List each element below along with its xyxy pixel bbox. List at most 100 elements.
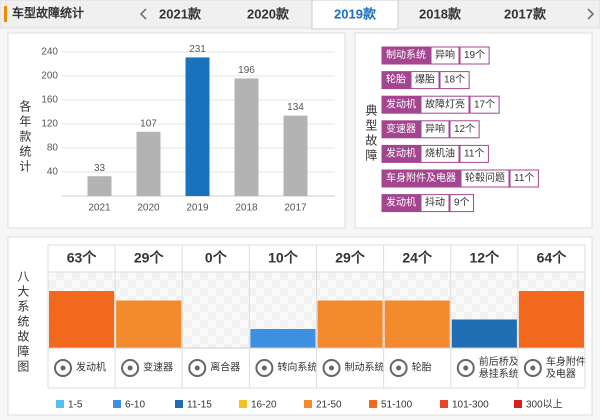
system-label: 八大系统故障图: [16, 270, 30, 375]
chart-bg: [368, 272, 376, 280]
chart-bg: [184, 320, 192, 328]
year-tab[interactable]: 2018款: [419, 6, 462, 21]
chart-bg: [144, 280, 152, 288]
chart-bg: [200, 272, 208, 280]
chart-bg: [208, 320, 216, 328]
next-arrow[interactable]: [587, 8, 595, 20]
chart-bg: [104, 272, 112, 280]
chart-bg: [48, 272, 56, 280]
chart-bg: [400, 296, 408, 304]
chart-bg: [352, 272, 360, 280]
chart-bg: [208, 344, 216, 348]
chart-bg: [472, 312, 480, 320]
year-tab[interactable]: 2021款: [159, 6, 202, 21]
chart-bg: [160, 272, 168, 280]
chart-bg: [536, 272, 544, 280]
chart-bg: [208, 312, 216, 320]
chart-bg: [216, 288, 224, 296]
chart-bg: [240, 304, 248, 312]
fault-system: 轮胎: [386, 73, 406, 86]
chart-bg: [192, 320, 200, 328]
chart-bg: [192, 280, 200, 288]
value-label: 29个: [134, 250, 165, 266]
bar: [250, 329, 316, 348]
chart-bg: [152, 272, 160, 280]
fault-label: 典型故障: [364, 104, 378, 164]
chart-bg: [504, 296, 512, 304]
chart-bg: [208, 336, 216, 344]
chart-bg: [240, 320, 248, 328]
chart-bg: [192, 344, 200, 348]
chart-bg: [272, 320, 280, 328]
chart-bg: [424, 280, 432, 288]
fault-system-box: [381, 194, 421, 213]
fault-system: 发动机: [386, 147, 416, 160]
year-tab[interactable]: 2020款: [247, 6, 290, 21]
fault-problem-box: [410, 71, 440, 90]
chart-bg: [112, 288, 120, 296]
chart-bg: [320, 288, 328, 296]
chart-bg: [232, 336, 240, 344]
bar: [518, 291, 584, 348]
fault-problem: 故障灯亮: [425, 97, 465, 110]
fault-count: 18个: [444, 74, 465, 86]
chart-bg: [112, 304, 120, 312]
y-tick-label: 40: [47, 167, 59, 178]
chart-bg: [280, 280, 288, 288]
active-tab[interactable]: [311, 0, 399, 30]
legend-swatch: [304, 400, 312, 408]
chart-bg: [328, 280, 336, 288]
value-label: 24个: [402, 250, 433, 266]
chart-bg: [256, 320, 264, 328]
chart-bg: [256, 312, 264, 320]
chart-bg: [328, 272, 336, 280]
chart-bg: [440, 288, 448, 296]
chart-bg: [168, 272, 176, 280]
bar: [87, 176, 112, 196]
chart-bg: [320, 272, 328, 280]
bar: [49, 291, 115, 348]
x-tick-label: 2020: [137, 203, 160, 214]
chart-bg: [192, 328, 200, 336]
chart-bg: [264, 288, 272, 296]
chart-bg: [176, 280, 184, 288]
chart-bg: [184, 304, 192, 312]
chart-bg: [408, 288, 416, 296]
chart-bg: [168, 288, 176, 296]
y-tick-label: 160: [41, 95, 58, 106]
year-tab[interactable]: 2019款: [334, 6, 377, 21]
chart-bg: [352, 280, 360, 288]
chart-bg: [488, 312, 496, 320]
chart-bg: [136, 280, 144, 288]
chart-bg: [480, 272, 488, 280]
chart-bg: [464, 288, 472, 296]
system-icon-dot: [261, 365, 267, 371]
chart-bg: [288, 280, 296, 288]
system-label: 车身附件及电器: [546, 355, 586, 380]
chart-bg: [120, 280, 128, 288]
fault-count-box: [509, 169, 539, 188]
value-label: 134: [287, 102, 304, 113]
chart-bg: [432, 280, 440, 288]
value-label: 64个: [537, 250, 568, 266]
chart-bg: [248, 296, 256, 304]
fault-count: 19个: [464, 49, 485, 61]
fault-problem-box: [430, 46, 460, 65]
chart-bg: [528, 280, 536, 288]
header-title: 车型故障统计: [12, 5, 84, 20]
chart-bg: [432, 272, 440, 280]
year-tab[interactable]: 2017款: [504, 6, 547, 21]
chart-bg: [176, 272, 184, 280]
chart-bg: [384, 280, 392, 288]
chart-bg: [184, 272, 192, 280]
chart-bg: [280, 304, 288, 312]
chart-bg: [456, 312, 464, 320]
chart-bg: [296, 296, 304, 304]
chart-bg: [488, 272, 496, 280]
chart-bg: [272, 296, 280, 304]
value-label: 33: [94, 163, 106, 174]
fault-system-box: [381, 95, 421, 114]
prev-arrow[interactable]: [139, 8, 147, 20]
system-label: 变速器: [143, 361, 173, 374]
